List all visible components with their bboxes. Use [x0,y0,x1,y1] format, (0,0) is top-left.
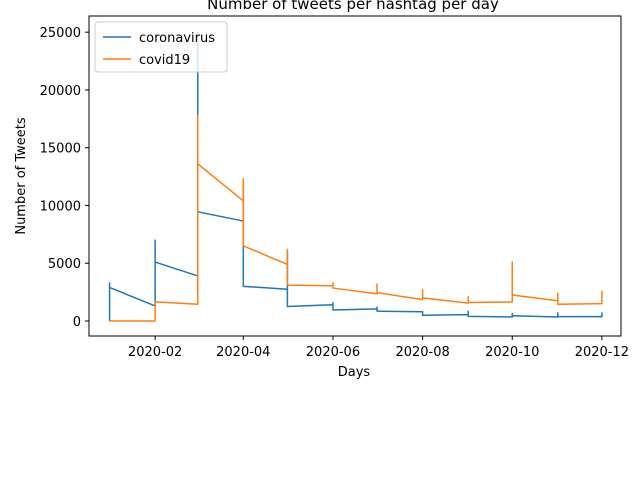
axes-frame [88,15,622,337]
y-tick-label: 5000 [48,257,81,272]
y-tick-label: 25000 [40,26,81,41]
y-axis-title: Number of Tweets [14,117,29,235]
chart-title: Number of tweets per hashtag per day [207,0,499,13]
x-tick-label: 2020-12 [575,345,629,360]
y-tick-label: 0 [73,315,81,330]
legend-label-covid19: covid19 [139,53,190,68]
series-line-coronavirus [108,31,603,321]
series-line-covid19 [109,114,603,322]
x-tick-label: 2020-02 [128,345,182,360]
y-axis: 0 5000 10000 15000 20000 25000 [40,26,89,330]
x-tick-label: 2020-08 [395,345,449,360]
x-tick-label: 2020-10 [485,345,539,360]
x-tick-label: 2020-06 [306,345,360,360]
plot-area [108,31,603,322]
y-tick-label: 20000 [40,84,81,99]
y-tick-label: 10000 [40,199,81,214]
legend-label-coronavirus: coronavirus [139,31,215,46]
y-tick-label: 15000 [40,142,81,157]
legend: coronavirus covid19 [94,21,228,73]
x-tick-label: 2020-04 [216,345,270,360]
x-axis-title: Days [338,365,371,380]
x-axis: 2020-02 2020-04 2020-06 2020-08 2020-10 2020-… [128,336,629,360]
